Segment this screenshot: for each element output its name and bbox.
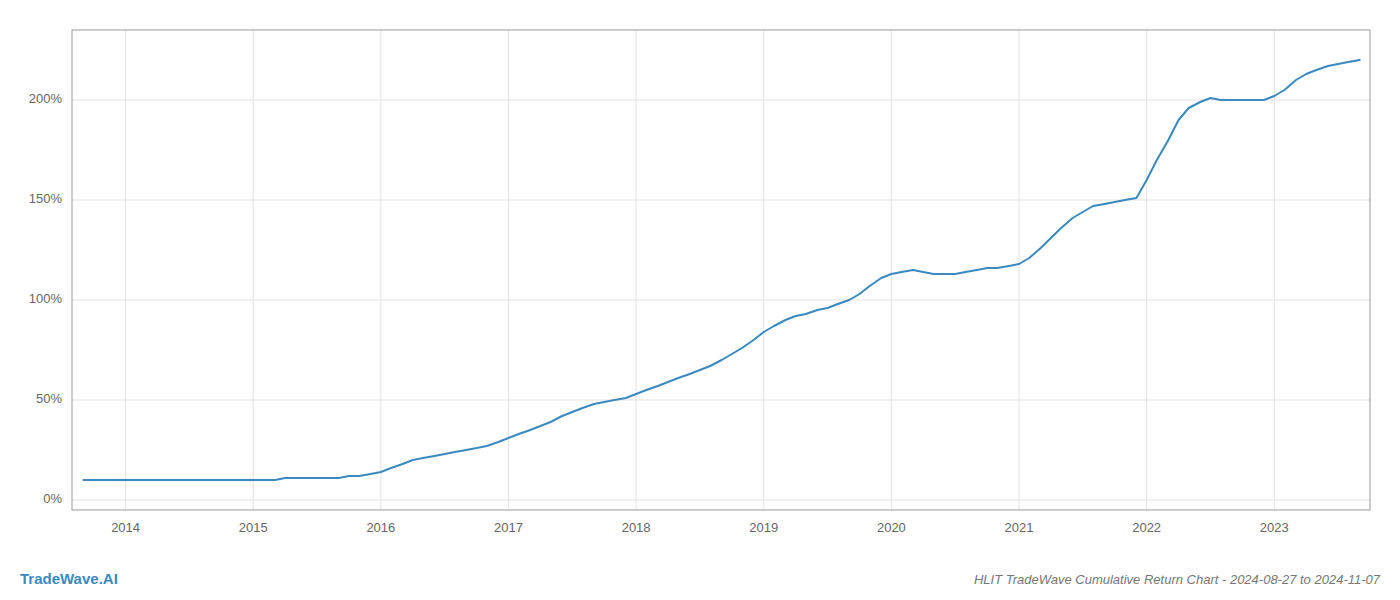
- x-grid-line: [763, 30, 764, 510]
- y-tick-label: 100%: [29, 291, 63, 306]
- x-tick-label: 2018: [622, 520, 651, 535]
- y-tick-label: 0%: [43, 491, 62, 506]
- y-grid-line: [72, 200, 1370, 201]
- plot-frame: [72, 30, 1370, 510]
- x-grid-line: [253, 30, 254, 510]
- y-grid-line: [72, 500, 1370, 501]
- x-grid-line: [636, 30, 637, 510]
- x-grid-line: [1019, 30, 1020, 510]
- title: HLIT TradeWave Cumulative Return Chart -…: [974, 572, 1381, 587]
- x-tick-label: 2015: [239, 520, 268, 535]
- x-grid-line: [380, 30, 381, 510]
- x-grid-line: [125, 30, 126, 510]
- y-tick-label: 200%: [29, 91, 63, 106]
- y-grid-line: [72, 300, 1370, 301]
- x-grid-line: [891, 30, 892, 510]
- axes: 0% 50% 100% 150% 200% 2014 2015 2016 2017 2018 201…: [29, 30, 1370, 535]
- x-tick-label: 2017: [494, 520, 523, 535]
- x-grid-line: [1146, 30, 1147, 510]
- background: [0, 0, 1400, 600]
- y-tick-label: 150%: [29, 191, 63, 206]
- y-grid-line: [72, 100, 1370, 101]
- x-tick-label: 2019: [749, 520, 778, 535]
- x-tick-label: 2016: [366, 520, 395, 535]
- watermark: TradeWave.AI: [20, 570, 118, 587]
- grid: [72, 30, 1370, 510]
- x-tick-label: 2022: [1132, 520, 1161, 535]
- series: [83, 60, 1359, 480]
- y-grid-line: [72, 400, 1370, 401]
- line: [83, 60, 1359, 480]
- y-tick-label: 50%: [36, 391, 62, 406]
- x-tick-label: 2021: [1005, 520, 1034, 535]
- x-tick-label: 2023: [1260, 520, 1289, 535]
- x-tick-label: 2020: [877, 520, 906, 535]
- x-grid-line: [1274, 30, 1275, 510]
- x-tick-label: 2014: [111, 520, 140, 535]
- chart: 0% 50% 100% 150% 200% 2014 2015 2016 2017 2018 201…: [0, 0, 1400, 600]
